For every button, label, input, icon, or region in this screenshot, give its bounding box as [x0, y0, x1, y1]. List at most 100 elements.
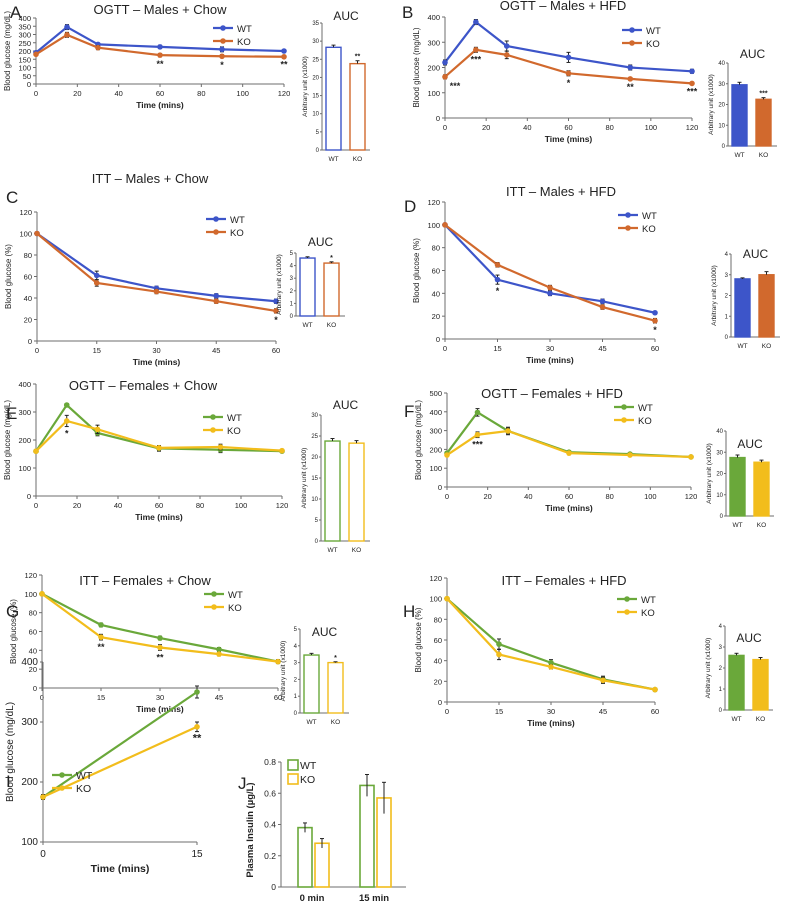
panel-j-legend-label-ko: KO — [300, 774, 315, 786]
panel-g-auc-significance-marker: * — [334, 655, 337, 662]
panel-e-y-tick-label: 200 — [18, 436, 31, 445]
panel-d-y-tick-label: 20 — [432, 312, 440, 321]
panel-h-x-tick-label: 15 — [495, 707, 503, 716]
panel-a-y-axis-label: Blood glucose (mg/dL) — [3, 11, 12, 91]
panel-h-x-axis-label: Time (mins) — [527, 718, 575, 728]
panel-d-auc-bar-wt — [734, 278, 751, 338]
panel-d-significance-marker: * — [653, 325, 657, 335]
panel-a-x-tick-label: 20 — [73, 89, 81, 98]
panel-g-auc-title: AUC — [312, 625, 338, 639]
panel-e-ko-point — [94, 426, 101, 433]
panel-h-y-tick-label: 0 — [438, 698, 442, 707]
panel-b-y-tick-label: 300 — [427, 38, 440, 47]
panel-b-y-tick-label: 0 — [436, 114, 440, 123]
panel-d-x-axis-label: Time (mins) — [526, 355, 574, 365]
panel-h-auc-bar-wt — [728, 654, 745, 711]
panel-c-significance-marker: * — [274, 315, 278, 325]
panel-h-wt-point — [548, 659, 554, 666]
panel-g-legend-marker-ko — [211, 604, 217, 610]
panel-f-legend-label-wt: WT — [638, 403, 653, 414]
panel-g-x-axis-label: Time (mins) — [136, 704, 184, 714]
panel-d-ko-point — [442, 222, 448, 228]
panel-i-legend-marker-wt — [59, 772, 65, 778]
panel-i-wt-point — [194, 689, 200, 695]
panel-letter-b: B — [402, 3, 413, 22]
panel-g-x-tick-label: 45 — [215, 693, 223, 702]
panel-g-title: ITT – Females + Chow — [79, 573, 211, 588]
panel-a-auc-y-tick-label: 5 — [316, 130, 320, 136]
panel-g-x-tick-label: 0 — [40, 693, 44, 702]
panel-c-y-tick-label: 100 — [19, 230, 32, 239]
panel-d-wt-point — [652, 309, 658, 316]
panel-c-auc-y-axis-label: Arbitrary unit (x1000) — [276, 254, 283, 315]
panel-d-ko-point — [652, 317, 658, 324]
panel-c-ko-point — [213, 298, 220, 305]
panel-b-y-tick-label: 400 — [427, 13, 440, 22]
panel-d-wt-line — [444, 224, 656, 314]
panel-a-wt-point — [157, 44, 163, 50]
panel-d-auc-y-tick-label: 0 — [725, 335, 729, 341]
panel-b-auc-y-tick-label: 0 — [722, 144, 726, 150]
panel-h-y-tick-label: 20 — [434, 677, 442, 686]
panel-a-auc-bar-ko — [349, 62, 366, 151]
panel-a-x-axis-label: Time (mins) — [136, 100, 184, 110]
panel-e-title: OGTT – Females + Chow — [69, 378, 218, 393]
panel-g-auc-category-label: WT — [306, 719, 316, 726]
panel-a-ko-point — [219, 53, 225, 60]
panel-c-auc-y-tick-label: 5 — [290, 251, 294, 257]
panel-i-significance-marker: ** — [193, 733, 202, 745]
panel-i-y-tick-label: 100 — [21, 837, 38, 848]
panel-a-auc-category-label: WT — [328, 156, 338, 163]
panel-f-ko-point — [566, 450, 572, 456]
panel-i-x-tick-label: 15 — [191, 849, 203, 860]
panel-f-auc-y-tick-label: 0 — [720, 514, 724, 520]
panel-g-auc-category-label: KO — [331, 719, 340, 726]
panel-g-legend-label-wt: WT — [228, 590, 243, 601]
panel-e-ko-point — [156, 445, 162, 451]
panel-j-bar-ko — [314, 842, 330, 888]
panel-a-legend-marker-wt — [220, 25, 226, 31]
panel-d-ko-point — [599, 304, 606, 310]
panel-a-x-tick-label: 60 — [156, 89, 164, 98]
panel-g-significance-marker: ** — [156, 652, 164, 662]
panel-c-ko-point — [93, 280, 100, 286]
panel-b-ko-point — [473, 47, 479, 53]
panel-j-legend-swatch-wt — [287, 759, 299, 771]
panel-f-auc-title: AUC — [737, 437, 763, 451]
panel-a-legend-label-wt: WT — [237, 24, 252, 35]
panel-d-title: ITT – Males + HFD — [506, 184, 616, 199]
panel-b-legend-label-wt: WT — [646, 26, 661, 37]
panel-e-ko-point — [33, 448, 39, 455]
panel-letter-d: D — [404, 197, 416, 216]
panel-c-auc-y-tick-label: 0 — [290, 314, 294, 320]
panel-b-x-tick-label: 0 — [443, 123, 447, 132]
panel-f-x-tick-label: 60 — [565, 492, 573, 501]
panel-letter-i: I — [6, 772, 11, 791]
panel-c-ko-point — [153, 288, 160, 295]
panel-a-ko-line — [35, 33, 285, 58]
panel-e-legend-label-ko: KO — [227, 426, 241, 437]
panel-g-legend-marker-wt — [211, 591, 217, 597]
panel-d-y-axis-label: Blood glucose (%) — [412, 238, 421, 303]
panel-a-legend-marker-ko — [220, 38, 226, 44]
panel-a-significance-marker: ** — [156, 59, 164, 69]
panel-g-y-tick-label: 80 — [29, 609, 37, 618]
panel-e-x-tick-label: 0 — [34, 501, 38, 510]
panel-c-ko-point — [273, 308, 279, 314]
panel-g-significance-marker: ** — [97, 642, 105, 652]
panel-a-x-tick-label: 100 — [236, 89, 249, 98]
panel-letter-g: G — [6, 602, 19, 621]
panel-i-wt-line — [42, 691, 198, 798]
panel-g-y-tick-label: 120 — [24, 571, 37, 580]
panel-d-auc-y-tick-label: 1 — [725, 314, 729, 320]
panel-letter-a: A — [10, 3, 22, 22]
panel-f-ko-point — [627, 452, 633, 458]
panel-g-x-tick-label: 60 — [274, 693, 282, 702]
panel-j-category-label: 0 min — [300, 893, 325, 904]
panel-e-auc-y-tick-label: 25 — [311, 434, 318, 440]
panel-c-x-tick-label: 60 — [272, 346, 280, 355]
panel-f-title: OGTT – Females + HFD — [481, 386, 623, 401]
panel-c-y-axis-label: Blood glucose (%) — [4, 244, 13, 309]
panel-i-y-tick-label: 200 — [21, 777, 38, 788]
panel-h-x-tick-label: 30 — [547, 707, 555, 716]
